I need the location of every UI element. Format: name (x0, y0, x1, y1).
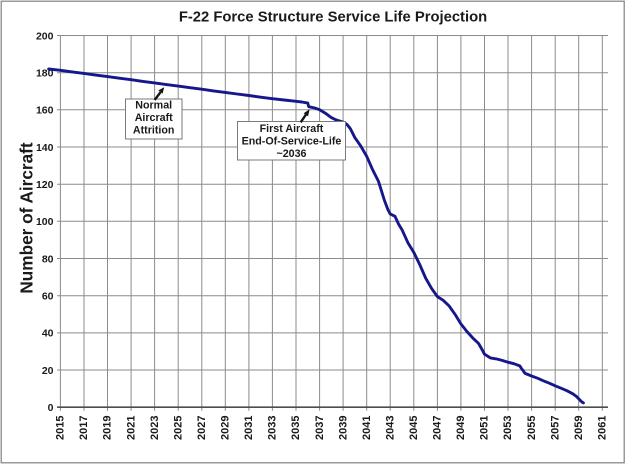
svg-text:Number of Aircraft: Number of Aircraft (17, 142, 37, 293)
svg-text:2049: 2049 (455, 416, 467, 440)
svg-text:2019: 2019 (102, 416, 114, 440)
svg-text:2023: 2023 (149, 416, 161, 440)
svg-text:2051: 2051 (479, 416, 491, 440)
svg-text:2055: 2055 (526, 416, 538, 440)
svg-text:2045: 2045 (408, 416, 420, 440)
svg-text:100: 100 (36, 216, 54, 228)
svg-text:2033: 2033 (267, 416, 279, 440)
svg-text:20: 20 (42, 365, 54, 377)
svg-text:Normal: Normal (135, 100, 172, 112)
svg-text:~2036: ~2036 (276, 148, 306, 160)
svg-text:2053: 2053 (502, 416, 514, 440)
svg-text:140: 140 (36, 142, 54, 154)
svg-text:2057: 2057 (549, 416, 561, 440)
svg-text:2043: 2043 (384, 416, 396, 440)
svg-text:2027: 2027 (196, 416, 208, 440)
svg-text:2015: 2015 (55, 416, 67, 440)
svg-text:40: 40 (42, 328, 54, 340)
svg-text:First Aircraft: First Aircraft (260, 123, 324, 135)
svg-text:0: 0 (48, 402, 54, 414)
svg-text:160: 160 (36, 105, 54, 117)
svg-text:2041: 2041 (361, 416, 373, 440)
svg-text:F-22 Force Structure Service L: F-22 Force Structure Service Life Projec… (179, 10, 487, 26)
svg-text:2047: 2047 (432, 416, 444, 440)
svg-text:2029: 2029 (220, 416, 232, 440)
svg-text:2025: 2025 (172, 416, 184, 440)
svg-text:80: 80 (42, 253, 54, 265)
svg-text:2035: 2035 (290, 416, 302, 440)
svg-text:2039: 2039 (337, 416, 349, 440)
svg-text:200: 200 (36, 30, 54, 42)
svg-text:2059: 2059 (573, 416, 585, 440)
svg-text:120: 120 (36, 179, 54, 191)
svg-text:2017: 2017 (78, 416, 90, 440)
svg-text:2021: 2021 (125, 416, 137, 440)
svg-text:2037: 2037 (314, 416, 326, 440)
svg-text:Aircraft: Aircraft (135, 112, 173, 124)
svg-text:Attrition: Attrition (133, 124, 175, 136)
svg-text:60: 60 (42, 291, 54, 303)
svg-text:End-Of-Service-Life: End-Of-Service-Life (242, 135, 342, 147)
svg-text:2031: 2031 (243, 416, 255, 440)
svg-text:2061: 2061 (597, 416, 609, 440)
